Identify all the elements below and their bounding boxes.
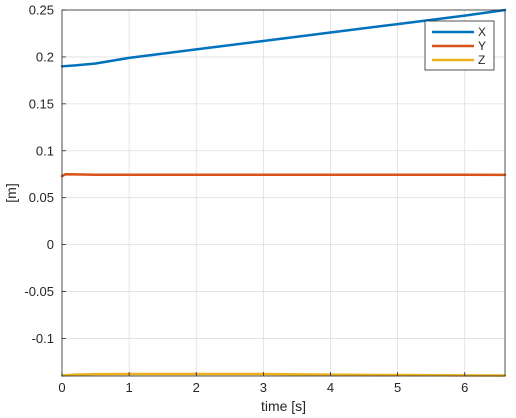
x-tick-label: 1 bbox=[126, 380, 133, 395]
series-lines bbox=[60, 8, 507, 377]
legend-label-x: X bbox=[478, 25, 486, 39]
x-tick-label: 3 bbox=[260, 380, 267, 395]
y-tick-label: 0.15 bbox=[29, 96, 54, 111]
y-tick-label: 0.1 bbox=[36, 143, 54, 158]
x-tick-label: 4 bbox=[327, 380, 334, 395]
series-line-y bbox=[60, 172, 507, 178]
y-axis-label: [m] bbox=[3, 183, 19, 202]
series-line-x bbox=[60, 8, 507, 68]
y-tick-label: -0.05 bbox=[24, 284, 54, 299]
y-tick-label: 0 bbox=[47, 237, 54, 252]
y-tick-label: 0.05 bbox=[29, 190, 54, 205]
series-line-z bbox=[60, 372, 507, 377]
plot-background bbox=[62, 10, 505, 376]
legend-label-z: Z bbox=[478, 53, 485, 67]
y-tick-label: -0.1 bbox=[32, 331, 54, 346]
y-tick-label: 0.2 bbox=[36, 49, 54, 64]
x-axis-label: time [s] bbox=[261, 398, 306, 414]
x-tick-label: 2 bbox=[193, 380, 200, 395]
x-tick-label: 0 bbox=[58, 380, 65, 395]
plot-frame bbox=[61, 9, 506, 377]
ticks: 0 1 2 3 4 5 6 0.25 0.2 0.15 0.1 0.05 0 -0.05 -0.1 bbox=[24, 3, 468, 396]
x-tick-label: 5 bbox=[394, 380, 401, 395]
x-tick-label: 6 bbox=[461, 380, 468, 395]
legend-label-y: Y bbox=[478, 39, 486, 53]
legend: X Y Z bbox=[424, 20, 495, 71]
y-tick-label: 0.25 bbox=[29, 3, 54, 18]
